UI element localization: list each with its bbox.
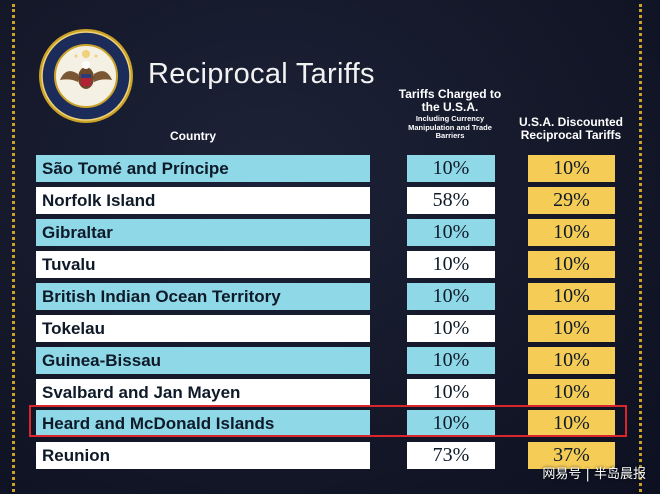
discounted-cell: 10% — [528, 283, 615, 310]
charged-cell: 58% — [407, 187, 495, 214]
discounted-cell: 29% — [528, 187, 615, 214]
presidential-seal-icon — [39, 29, 133, 123]
country-cell: Guinea-Bissau — [36, 347, 370, 374]
highlight-box — [29, 405, 627, 437]
country-cell: Tuvalu — [36, 251, 370, 278]
charged-cell: 10% — [407, 379, 495, 406]
charged-cell: 10% — [407, 219, 495, 246]
charged-cell: 10% — [407, 155, 495, 182]
country-cell: Gibraltar — [36, 219, 370, 246]
header-discounted-tariffs: U.S.A. Discounted Reciprocal Tariffs — [518, 115, 623, 143]
header-tariffs-charged: Tariffs Charged to the U.S.A. Including … — [398, 87, 502, 140]
discounted-cell: 10% — [528, 219, 615, 246]
page-title: Reciprocal Tariffs — [148, 58, 375, 90]
watermark: 网易号 | 半岛晨报 — [542, 467, 646, 482]
discounted-cell: 10% — [528, 155, 615, 182]
discounted-cell: 37% — [528, 442, 615, 469]
charged-cell: 10% — [407, 347, 495, 374]
discounted-cell: 10% — [528, 347, 615, 374]
country-cell: Heard and McDonald Islands — [36, 410, 370, 437]
charged-cell: 10% — [407, 315, 495, 342]
discounted-cell: 10% — [528, 379, 615, 406]
country-cell: Tokelau — [36, 315, 370, 342]
dotted-border — [12, 4, 642, 492]
country-cell: Reunion — [36, 442, 370, 469]
country-cell: British Indian Ocean Territory — [36, 283, 370, 310]
discounted-cell: 10% — [528, 251, 615, 278]
discounted-cell: 10% — [528, 410, 615, 437]
discounted-cell: 10% — [528, 315, 615, 342]
charged-cell: 10% — [407, 283, 495, 310]
country-cell: Svalbard and Jan Mayen — [36, 379, 370, 406]
header-charged-main: Tariffs Charged to the U.S.A. — [398, 87, 502, 115]
charged-cell: 10% — [407, 410, 495, 437]
charged-cell: 73% — [407, 442, 495, 469]
header-country: Country — [170, 129, 216, 143]
country-cell: Norfolk Island — [36, 187, 370, 214]
country-cell: São Tomé and Príncipe — [36, 155, 370, 182]
header-charged-sub: Including Currency Manipulation and Trad… — [408, 114, 492, 140]
charged-cell: 10% — [407, 251, 495, 278]
